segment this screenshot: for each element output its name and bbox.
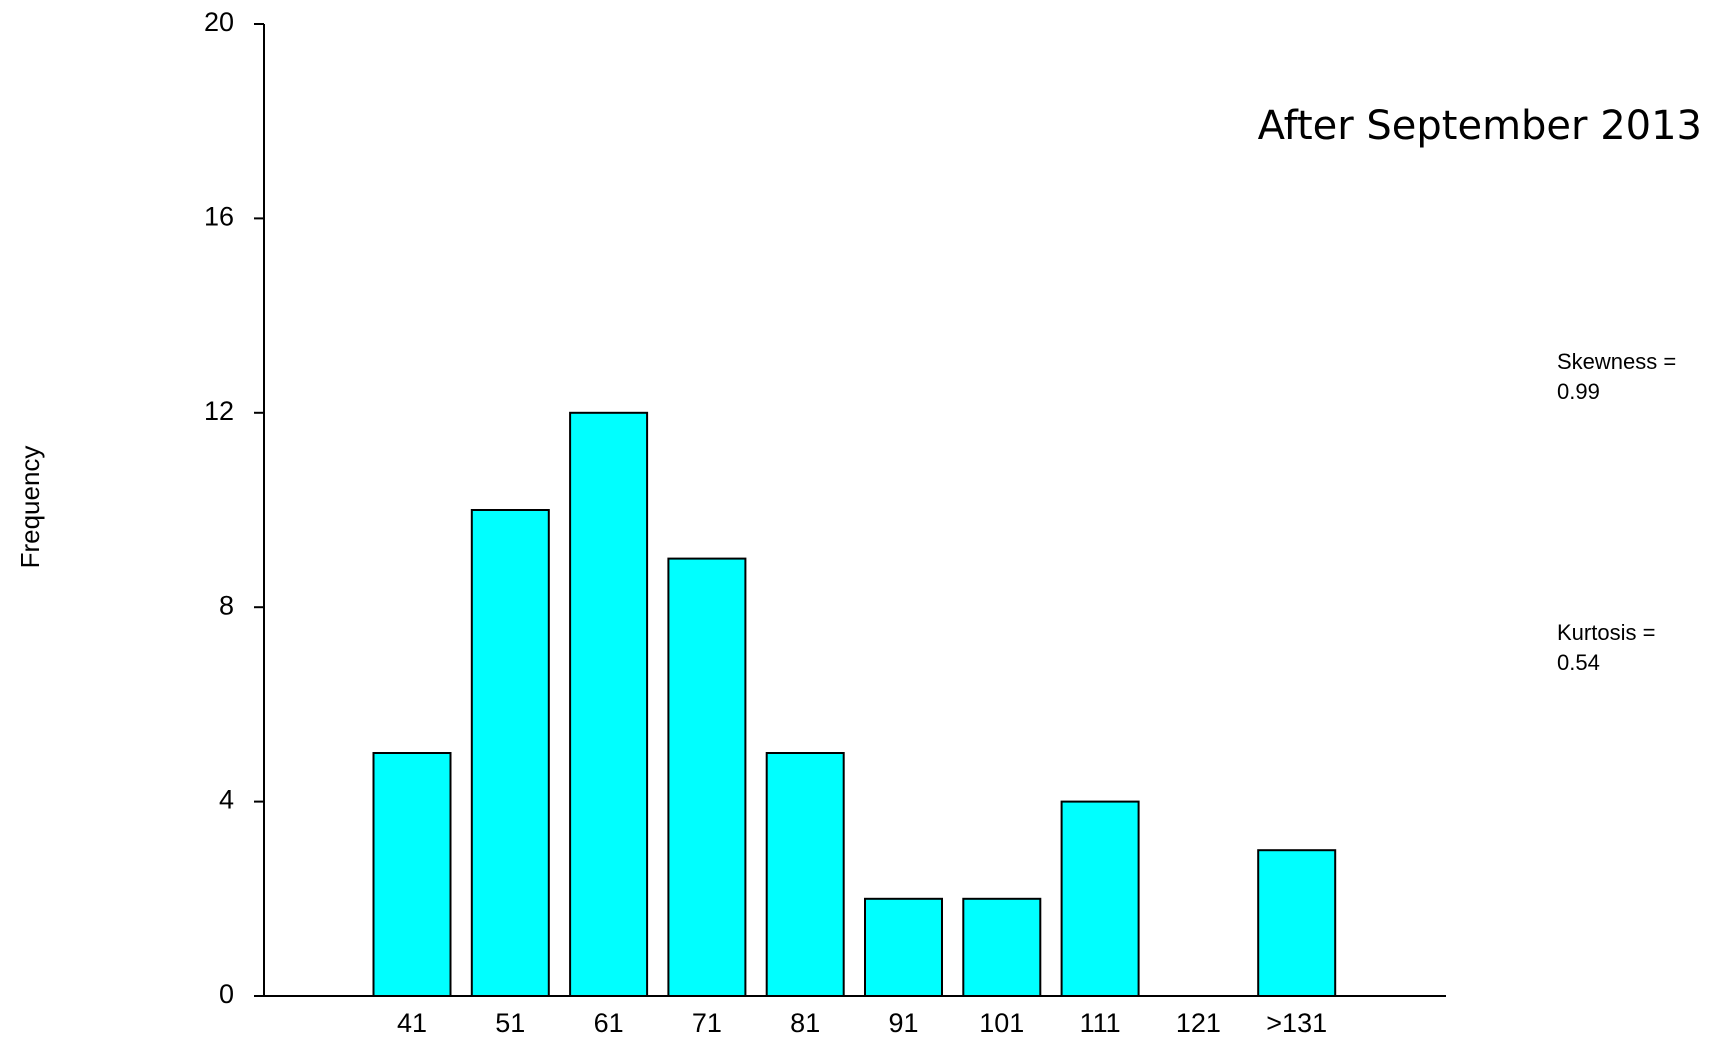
- x-tick-label: 81: [790, 1008, 820, 1038]
- annotation-label: Kurtosis =: [1557, 620, 1655, 645]
- y-tick-label: 4: [219, 785, 234, 815]
- annotation-value: 0.54: [1557, 650, 1600, 675]
- annotation-value: 0.99: [1557, 379, 1600, 404]
- y-tick-label: 20: [204, 7, 234, 37]
- x-tick-label: 91: [888, 1008, 918, 1038]
- x-tick-label: 121: [1176, 1008, 1221, 1038]
- bar: [864, 897, 943, 997]
- bar: [667, 557, 747, 997]
- x-tick-label: 61: [594, 1008, 624, 1038]
- bar: [470, 509, 550, 997]
- chart-title: After September 2013: [1258, 103, 1702, 149]
- y-tick-label: 0: [219, 979, 234, 1009]
- x-tick-label: 101: [979, 1008, 1024, 1038]
- y-axis-label: Frequency: [15, 446, 45, 569]
- y-tick-label: 8: [219, 590, 234, 620]
- bar: [1257, 849, 1337, 998]
- annotation-label: Skewness =: [1557, 349, 1676, 374]
- bar: [962, 897, 1042, 997]
- x-tick-label: 41: [397, 1008, 427, 1038]
- bar: [765, 752, 845, 997]
- x-tick-label: 51: [495, 1008, 525, 1038]
- y-tick-label: 12: [204, 396, 234, 426]
- y-tick-label: 16: [204, 202, 234, 232]
- bar: [1060, 800, 1140, 997]
- x-tick-label: 71: [692, 1008, 722, 1038]
- x-tick-label: >131: [1266, 1008, 1327, 1038]
- x-tick-label: 111: [1080, 1008, 1121, 1038]
- bar: [372, 752, 452, 997]
- bar: [569, 411, 649, 997]
